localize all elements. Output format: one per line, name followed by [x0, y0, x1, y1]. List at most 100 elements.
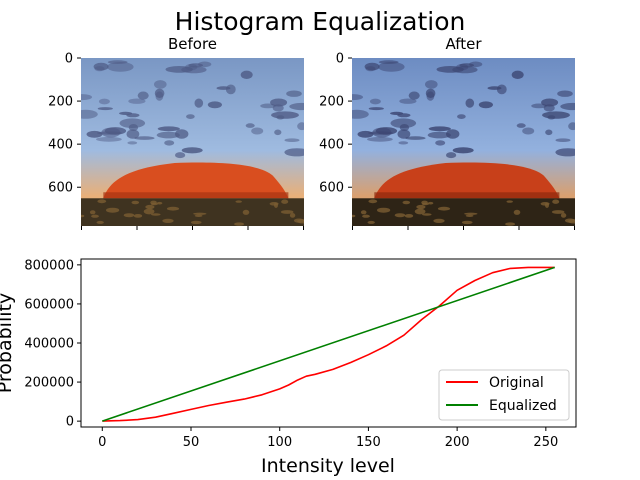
before-shrub: [156, 201, 163, 205]
after-cloud: [405, 136, 426, 140]
after-shrub: [540, 202, 550, 206]
before-cloud: [96, 136, 122, 142]
x-axis-label: Intensity level: [261, 455, 395, 477]
before-cloud: [101, 127, 121, 138]
before-shrub: [242, 209, 250, 215]
after-shrub: [513, 209, 521, 215]
after-shrub: [505, 222, 516, 226]
before-shrub: [150, 202, 158, 206]
after-cloud: [459, 63, 475, 68]
before-cloud: [126, 129, 140, 139]
after-cloud: [555, 138, 571, 142]
after-cloud: [352, 94, 363, 101]
x-tick-label: 100: [267, 435, 292, 450]
before-shrub: [194, 214, 203, 217]
before-shrub: [97, 199, 107, 204]
before-cloud: [175, 152, 186, 159]
before-cloud: [289, 102, 304, 111]
before-shrub: [281, 199, 289, 204]
before-cloud: [271, 111, 299, 119]
after-shrub: [461, 220, 473, 225]
after-cloud: [487, 86, 502, 90]
after-shrub: [368, 199, 378, 204]
after-shrub: [402, 200, 411, 205]
before-shrub: [131, 200, 140, 205]
before-cloud: [119, 111, 133, 115]
before-image-ticks: 0 200 400 600: [48, 52, 304, 230]
after-shrub: [560, 213, 567, 218]
x-tick-label: 150: [356, 435, 381, 450]
x-tick-label: 250: [533, 435, 558, 450]
after-shrub: [352, 214, 356, 218]
before-cloud: [154, 80, 167, 89]
after-cloud: [446, 152, 457, 159]
after-uluru-photo: [352, 58, 575, 226]
after-cloud: [369, 98, 381, 105]
before-cloud: [128, 98, 146, 104]
after-shrub: [416, 204, 426, 210]
before-cloud: [97, 107, 113, 111]
before-shrub: [289, 213, 296, 218]
before-cloud: [137, 91, 149, 100]
before-shrub: [269, 202, 279, 206]
after-shrub: [433, 218, 445, 223]
before-shrub: [123, 213, 135, 218]
before-ytick-label: 0: [65, 52, 73, 67]
before-shrub: [91, 214, 99, 218]
after-shrub: [404, 214, 414, 218]
after-cloud: [436, 66, 464, 73]
after-rock-base: [374, 192, 560, 199]
before-cloud: [107, 62, 134, 72]
after-ytick-label: 600: [319, 181, 344, 196]
axis-ticks: 0 50 100 150 200 250 0 200000 400000 600000 800000: [24, 258, 558, 450]
before-cloud: [157, 126, 180, 132]
after-shrub: [506, 200, 513, 203]
before-cloud: [98, 98, 110, 105]
after-cloud: [545, 129, 553, 136]
before-shrub: [145, 204, 155, 210]
after-cloud: [478, 101, 493, 109]
before-shrub: [143, 208, 155, 215]
before-cloud: [164, 140, 175, 146]
after-cloud: [541, 98, 559, 107]
before-cloud: [107, 60, 128, 64]
y-tick-label: 200000: [24, 376, 74, 391]
after-cloud: [390, 111, 404, 115]
after-ytick-label: 200: [319, 95, 344, 110]
after-cloud: [547, 115, 556, 120]
before-cloud: [297, 122, 304, 131]
x-tick-label: 50: [183, 435, 200, 450]
after-rock: [374, 162, 560, 199]
after-cloud: [516, 123, 526, 128]
x-tick-label: 200: [445, 435, 470, 450]
before-shrub: [133, 214, 143, 218]
y-axis-label: Probability: [0, 293, 16, 393]
before-cloud: [194, 98, 204, 108]
y-tick-label: 800000: [24, 258, 74, 273]
after-cloud: [352, 109, 369, 119]
before-cloud: [251, 127, 264, 135]
after-shrub: [437, 206, 451, 211]
legend-label-original: Original: [489, 375, 544, 391]
before-cloud: [245, 123, 255, 128]
before-shrub: [297, 219, 304, 224]
legend-label-equalized: Equalized: [489, 398, 557, 414]
before-cloud: [186, 114, 195, 119]
after-cloud: [397, 129, 411, 139]
before-cloud: [286, 90, 302, 97]
cdf-line-chart: 0 50 100 150 200 250 0 200000 400000 600000 800000…: [0, 258, 577, 477]
after-shrub: [427, 201, 434, 205]
after-image-panel: After 0 200 400 600: [319, 35, 575, 230]
after-cloud: [378, 62, 405, 72]
before-cloud: [207, 101, 222, 109]
after-cloud: [368, 107, 384, 111]
after-shrub: [552, 199, 560, 204]
before-cloud: [270, 98, 288, 107]
before-cloud: [181, 147, 203, 154]
after-cloud: [557, 90, 573, 97]
before-shrub: [81, 214, 85, 218]
legend: Original Equalized: [438, 369, 570, 421]
after-shrub: [551, 210, 565, 214]
before-cloud: [284, 148, 304, 157]
